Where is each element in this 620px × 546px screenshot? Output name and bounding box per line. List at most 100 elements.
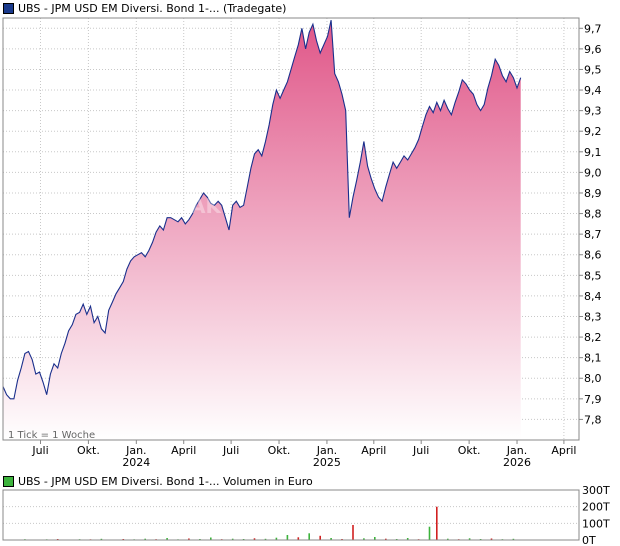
x-tick-label: Okt. <box>268 444 291 457</box>
y-tick-label: 7,9 <box>584 393 602 406</box>
y-tick-label: 9,5 <box>584 63 602 76</box>
volume-legend-label: UBS - JPM USD EM Diversi. Bond 1-... Vol… <box>18 474 313 488</box>
volume-bar <box>363 538 365 540</box>
price-line <box>2 19 522 400</box>
price-legend-label: UBS - JPM USD EM Diversi. Bond 1-... (Tr… <box>18 1 287 15</box>
price-chart: AK 7,8 7,9 8,0 8,1 8,2 8,3 8,4 8,5 8,6 8,7 8,8 8,9 9… <box>2 17 602 469</box>
volume-bar <box>468 538 471 540</box>
y-tick-label: 9,4 <box>584 84 602 97</box>
y-tick-label: 8,1 <box>584 352 602 365</box>
volume-bar <box>352 525 354 540</box>
x-tick-label: Okt. <box>77 444 100 457</box>
x-tick-label: Jan. <box>125 444 146 457</box>
volume-bar <box>330 538 332 540</box>
volume-bar <box>166 538 168 540</box>
volume-bar <box>297 537 300 540</box>
volume-bar <box>308 533 310 540</box>
volume-bars <box>13 506 515 540</box>
price-y-axis: 7,8 7,9 8,0 8,1 8,2 8,3 8,4 8,5 8,6 8,7 8,8 8,9 9,0 9… <box>579 22 602 426</box>
volume-bar <box>100 538 103 540</box>
volume-bar <box>89 539 92 540</box>
volume-tick-label: 0T <box>582 534 596 546</box>
x-year-label: 2026 <box>503 456 531 469</box>
x-year-label: 2025 <box>313 456 341 469</box>
volume-bar <box>45 539 48 540</box>
volume-bar <box>417 539 420 540</box>
volume-bar <box>395 539 398 540</box>
y-tick-label: 9,6 <box>584 43 602 56</box>
y-tick-label: 9,1 <box>584 146 602 159</box>
x-tick-label: April <box>361 444 386 457</box>
volume-bar <box>220 539 223 540</box>
volume-bar <box>428 526 431 540</box>
y-tick-label: 8,5 <box>584 269 602 282</box>
volume-bar <box>24 539 26 540</box>
volume-bar <box>231 538 234 540</box>
y-tick-label: 8,8 <box>584 208 602 221</box>
volume-bar <box>286 535 289 540</box>
volume-bar <box>242 539 245 540</box>
volume-frame <box>2 489 580 541</box>
y-tick-label: 8,4 <box>584 290 602 303</box>
x-tick-label: Jan. <box>506 444 527 457</box>
volume-bar <box>319 535 321 540</box>
volume-bar <box>385 538 387 540</box>
volume-bar <box>155 539 157 540</box>
y-tick-label: 8,0 <box>584 372 602 385</box>
watermark: AK <box>190 194 222 218</box>
x-tick-label: April <box>171 444 196 457</box>
y-tick-label: 8,3 <box>584 310 602 323</box>
price-area <box>3 20 521 440</box>
volume-bar <box>122 539 125 540</box>
x-tick-label: Juli <box>412 444 429 457</box>
price-legend-swatch <box>3 2 14 14</box>
volume-tick-label: 300T <box>582 484 610 497</box>
volume-bar <box>188 538 190 540</box>
volume-tick-label: 100T <box>582 517 610 530</box>
volume-bar <box>374 537 376 540</box>
x-tick-label: Juli <box>222 444 239 457</box>
tick-note: 1 Tick = 1 Woche <box>8 430 95 441</box>
x-tick-label: Jan. <box>316 444 337 457</box>
volume-legend-swatch <box>3 475 14 487</box>
y-tick-label: 8,9 <box>584 187 602 200</box>
volume-bar <box>144 538 146 540</box>
y-tick-label: 7,8 <box>584 413 602 426</box>
volume-bar <box>133 539 135 540</box>
volume-bar <box>199 539 201 540</box>
volume-bar <box>13 539 15 540</box>
volume-bar <box>67 539 70 540</box>
y-tick-label: 9,2 <box>584 125 602 138</box>
volume-bar <box>501 539 504 540</box>
volume-y-axis: 0T 100T 200T 300T <box>582 484 610 546</box>
volume-bar <box>264 538 267 540</box>
y-tick-label: 8,2 <box>584 331 602 344</box>
volume-bar <box>56 539 59 540</box>
volume-bar <box>275 537 278 540</box>
volume-bar <box>479 539 482 540</box>
volume-bar <box>512 538 515 540</box>
y-tick-label: 9,3 <box>584 105 602 118</box>
volume-tick-label: 200T <box>582 501 610 514</box>
volume-bar <box>490 538 493 540</box>
volume-bar <box>436 506 438 540</box>
y-tick-label: 9,7 <box>584 22 602 35</box>
volume-bar <box>447 538 449 540</box>
price-x-axis: Juli Okt. Jan. April Juli Okt. Jan. April Juli Ok… <box>31 440 576 469</box>
volume-bar <box>406 538 409 540</box>
volume-bar <box>210 537 212 540</box>
x-tick-label: Juli <box>31 444 48 457</box>
price-legend: UBS - JPM USD EM Diversi. Bond 1-... (Tr… <box>3 1 286 15</box>
volume-grid <box>3 489 579 541</box>
volume-bar <box>111 539 114 540</box>
plot-frame <box>2 17 580 441</box>
x-tick-label: Okt. <box>458 444 481 457</box>
volume-bar <box>177 539 179 540</box>
x-year-label: 2024 <box>122 456 150 469</box>
volume-bar <box>341 539 343 540</box>
y-tick-label: 9,0 <box>584 166 602 179</box>
volume-bar <box>457 539 460 540</box>
x-tick-label: April <box>551 444 576 457</box>
y-tick-label: 8,6 <box>584 249 602 262</box>
volume-bar <box>253 538 256 540</box>
